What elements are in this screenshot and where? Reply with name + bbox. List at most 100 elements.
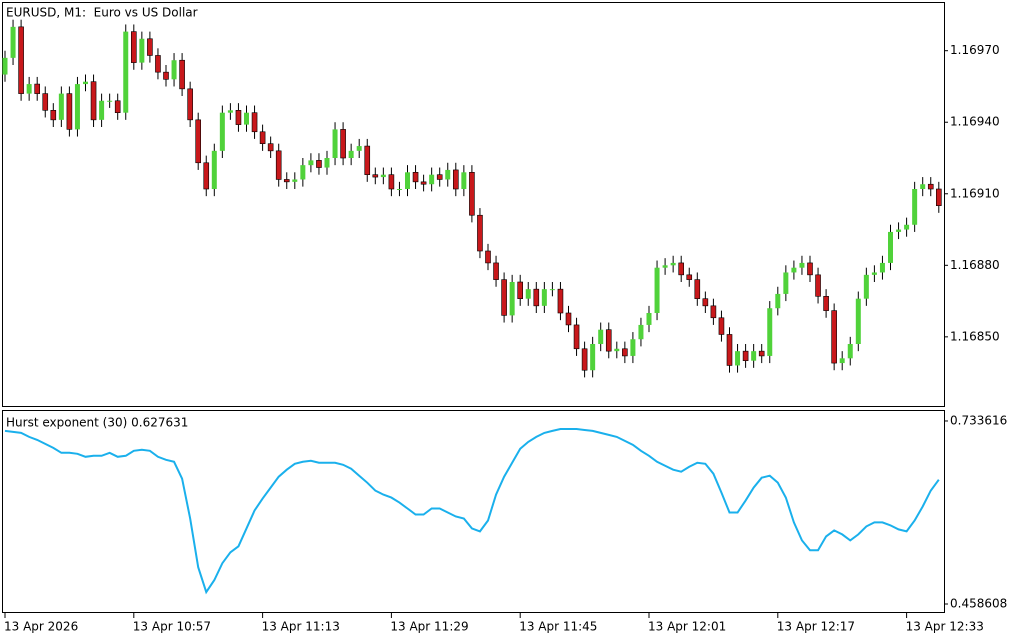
candle-body <box>702 298 709 307</box>
y-tick-label: 0.733616 <box>950 413 1007 427</box>
candle-body <box>227 110 233 113</box>
candle-body <box>823 296 829 311</box>
candle-body <box>445 169 451 180</box>
candle-body <box>783 272 789 294</box>
candle-body <box>630 339 636 356</box>
candle-body <box>710 305 717 319</box>
candle-body <box>308 160 314 166</box>
candle-body <box>251 112 258 133</box>
indicator-title: Hurst exponent (30) 0.627631 <box>6 416 188 430</box>
candle-body <box>114 100 121 113</box>
y-tick-label: 1.16880 <box>950 258 1000 272</box>
candle-body <box>863 274 869 299</box>
candle-body <box>10 26 16 58</box>
candle-body <box>509 282 515 316</box>
candle-body <box>839 358 845 364</box>
x-tick-label: 13 Apr 10:57 <box>133 620 211 634</box>
candle-body <box>244 112 249 125</box>
candle-body <box>259 131 266 144</box>
candle-body <box>485 250 491 264</box>
candle-body <box>187 88 193 121</box>
candle-body <box>694 279 701 299</box>
candle-body <box>904 224 910 230</box>
candle-body <box>99 100 105 120</box>
x-tick-label: 13 Apr 12:33 <box>906 620 984 634</box>
candle-body <box>871 272 877 275</box>
y-tick-label: 1.16940 <box>950 115 1000 129</box>
candle-body <box>50 110 57 121</box>
candle-body <box>2 57 8 75</box>
candle-body <box>420 181 427 185</box>
candle-body <box>405 172 410 189</box>
candle-body <box>131 31 137 63</box>
hurst-line <box>4 427 940 595</box>
candle-body <box>751 351 757 361</box>
candle-body <box>799 262 805 268</box>
candle-body <box>469 172 475 216</box>
candle-body <box>590 344 596 371</box>
x-tick-label: 13 Apr 11:13 <box>262 620 340 634</box>
candle-body <box>758 350 765 357</box>
y-tick-label: 1.16910 <box>950 186 1000 200</box>
candle-body <box>686 274 693 280</box>
candle-body <box>163 71 169 80</box>
candle-body <box>292 179 298 182</box>
candle-body <box>614 348 620 352</box>
candle-body <box>791 267 797 273</box>
candle-body <box>501 279 507 316</box>
candle-body <box>18 26 24 94</box>
candle-body <box>493 262 499 280</box>
candle-body <box>26 84 32 94</box>
x-tick-label: 13 Apr 2026 <box>4 620 78 634</box>
candle-body <box>34 83 41 94</box>
candle-body <box>461 172 467 189</box>
candle-body <box>332 129 338 158</box>
candle-body <box>670 262 676 266</box>
candle-body <box>380 174 386 178</box>
candle-body <box>211 150 217 189</box>
candle-body <box>412 172 419 183</box>
candle-body <box>638 324 644 340</box>
candle-body <box>316 160 322 168</box>
candle-body <box>267 143 274 152</box>
candle-body <box>598 329 604 344</box>
y-tick-label: 1.16970 <box>950 43 1000 57</box>
candle-body <box>678 262 685 276</box>
candle-body <box>742 350 749 361</box>
candle-body <box>139 38 145 63</box>
candle-body <box>123 31 129 113</box>
candle-body <box>935 188 942 206</box>
candle-body <box>396 189 402 190</box>
candle-body <box>300 165 306 180</box>
chart-title: EURUSD, M1: Euro vs US Dollar <box>6 6 198 20</box>
candle-body <box>541 289 547 306</box>
y-tick-label: 0.458608 <box>950 597 1007 611</box>
candle-body <box>896 229 902 232</box>
candle-body <box>735 351 741 366</box>
candle-body <box>452 169 459 190</box>
candle-body <box>581 348 588 371</box>
x-tick-label: 13 Apr 12:17 <box>777 620 855 634</box>
candle-body <box>646 313 652 325</box>
candle-body <box>767 308 773 356</box>
candle-body <box>275 150 282 180</box>
candle-body <box>66 93 73 130</box>
candle-body <box>83 81 88 85</box>
y-tick-label: 1.16850 <box>950 329 1000 343</box>
candle-body <box>356 146 362 151</box>
candle-body <box>662 265 668 268</box>
indicator-pane <box>2 410 945 613</box>
candle-body <box>364 145 371 175</box>
candle-body <box>622 348 628 357</box>
candle-body <box>348 150 354 158</box>
candle-body <box>573 324 580 350</box>
candle-body <box>726 334 733 366</box>
candle-body <box>107 100 113 102</box>
candle-body <box>283 179 290 183</box>
candle-body <box>912 189 918 225</box>
candle-body <box>879 262 885 273</box>
candle-body <box>235 110 242 125</box>
candle-body <box>654 267 660 313</box>
candle-body <box>42 93 49 111</box>
candle-body <box>372 174 379 178</box>
